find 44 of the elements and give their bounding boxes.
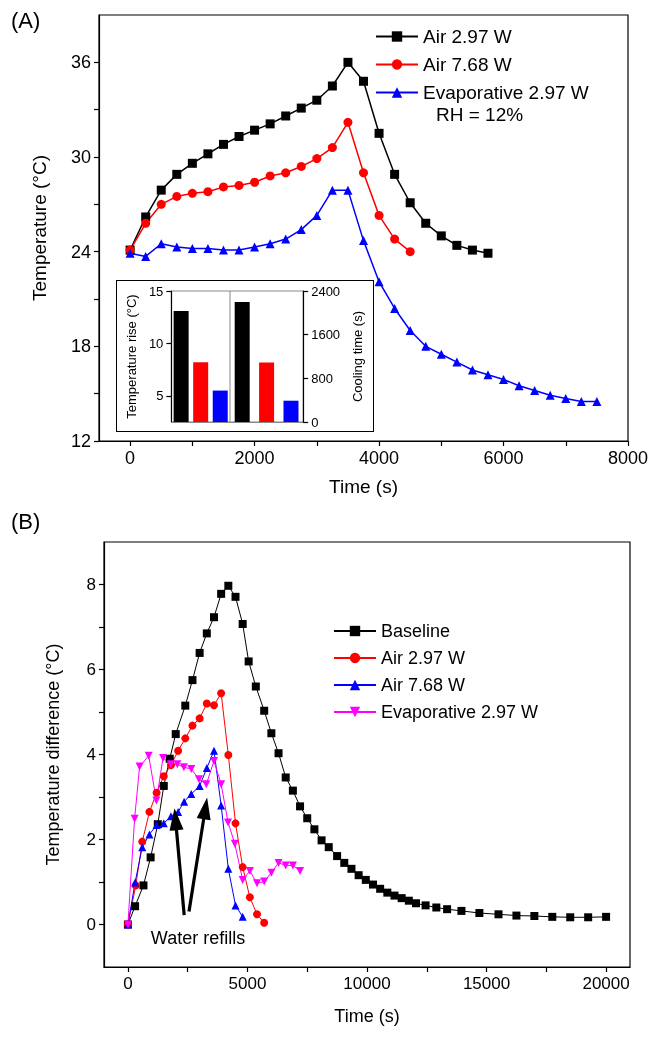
legend-label: Air 7.68 W (423, 54, 512, 75)
legend-label: Air 7.68 W (381, 675, 466, 695)
y-tick-label: 8 (86, 575, 96, 594)
x-tick-label: 0 (123, 974, 133, 993)
y-tick-label: 18 (70, 336, 91, 357)
x-tick-label: 10000 (343, 974, 391, 993)
y-tick-label: 0 (86, 915, 96, 934)
legend-label: Air 2.97 W (381, 648, 466, 668)
legend-label: Evaporative 2.97 W (423, 82, 589, 103)
x-axis-title: Time (s) (329, 476, 398, 497)
x-tick-label: 6000 (483, 448, 524, 468)
y-tick-label: 0 (311, 414, 319, 430)
y-tick-label: 36 (70, 52, 91, 73)
x-tick-label: 2000 (234, 448, 275, 468)
y-tick-label: 24 (70, 241, 91, 262)
x-tick-label: 8000 (607, 448, 649, 468)
legend-label: Baseline (381, 621, 451, 641)
y-tick-label: 5 (156, 388, 164, 404)
y-tick-label: 6 (86, 660, 96, 679)
y-tick-label: 1600 (311, 327, 341, 343)
y-tick-label: 2 (86, 830, 96, 849)
y-tick-label: 800 (311, 370, 333, 386)
x-tick-label: 15000 (462, 974, 511, 993)
annotation: RH = 12% (436, 104, 524, 125)
x-tick-label: 20000 (582, 974, 630, 993)
y-axis-title: Temperature rise (°C) (124, 294, 139, 419)
y-axis-title: Cooling time (s) (350, 310, 365, 403)
annotation: Water refills (150, 927, 246, 949)
chart-title: (A) (11, 7, 41, 33)
y-tick-label: 30 (70, 147, 91, 167)
y-tick-label: 4 (86, 745, 96, 764)
y-tick-label: 15 (148, 283, 164, 299)
chart-title: (B) (11, 508, 41, 534)
legend-label: Air 2.97 W (423, 26, 512, 47)
x-axis-title: Time (s) (334, 1006, 400, 1026)
legend-label: Evaporative 2.97 W (381, 702, 539, 722)
x-tick-label: 5000 (228, 974, 267, 993)
y-tick-label: 12 (70, 431, 91, 451)
y-tick-label: 2400 (311, 283, 341, 299)
x-tick-label: 0 (125, 448, 136, 468)
y-tick-label: 10 (148, 335, 164, 351)
y-axis-title: Temperature (°C) (29, 155, 50, 301)
x-tick-label: 4000 (359, 448, 400, 468)
y-axis-title: Temperature difference (°C) (43, 643, 63, 866)
